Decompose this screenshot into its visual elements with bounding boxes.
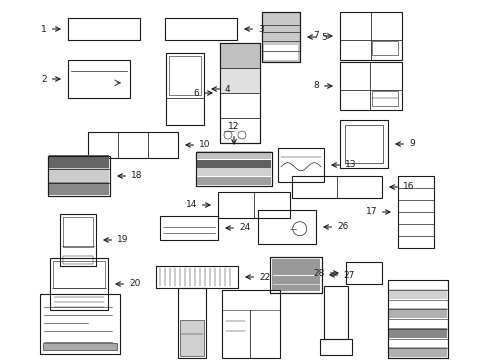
Text: 24: 24 [225, 224, 250, 233]
Text: 5: 5 [307, 32, 326, 41]
Bar [60, 214, 96, 266]
Bar [397, 176, 433, 248]
Text: 23: 23 [0, 359, 1, 360]
Bar [48, 156, 110, 196]
Bar [49, 182, 109, 195]
Bar [220, 43, 260, 143]
Text: 27: 27 [329, 270, 354, 279]
Bar [218, 192, 289, 218]
Bar [339, 120, 387, 168]
Text: 22: 22 [245, 273, 270, 282]
Bar [371, 91, 397, 106]
Bar [346, 262, 381, 284]
Text: 19: 19 [104, 235, 128, 244]
Bar [178, 288, 205, 358]
Text: 20: 20 [116, 279, 140, 288]
Bar [269, 257, 321, 293]
Bar [222, 290, 280, 358]
Bar [165, 53, 203, 125]
Bar [197, 152, 270, 159]
Text: 15: 15 [0, 359, 1, 360]
Bar [50, 258, 108, 310]
Bar [319, 339, 351, 355]
Text: 26: 26 [324, 222, 347, 231]
Text: 8: 8 [313, 81, 331, 90]
Bar [388, 328, 446, 338]
Bar [63, 217, 93, 247]
Text: 28: 28 [313, 269, 337, 278]
Text: 12: 12 [228, 122, 239, 144]
Bar [197, 168, 270, 176]
Bar [49, 168, 109, 182]
Bar [196, 152, 271, 186]
Bar [324, 286, 347, 339]
Bar [388, 308, 446, 318]
Bar [388, 318, 446, 328]
Bar [388, 338, 446, 347]
Bar [49, 155, 109, 168]
Bar [339, 62, 401, 110]
Text: 3: 3 [244, 24, 263, 33]
Text: 14: 14 [185, 201, 209, 210]
Bar [196, 152, 271, 186]
Text: 18: 18 [118, 171, 142, 180]
Bar [387, 280, 447, 358]
Bar [388, 289, 446, 298]
Bar [40, 294, 120, 354]
Bar [291, 176, 381, 198]
Bar [180, 320, 203, 356]
Bar [68, 60, 130, 98]
Bar [271, 259, 319, 291]
Bar [388, 347, 446, 357]
Bar [339, 12, 401, 60]
Text: 2: 2 [41, 75, 60, 84]
Bar [88, 132, 178, 158]
Bar [197, 177, 270, 185]
Text: 13: 13 [331, 161, 356, 170]
Text: 1: 1 [41, 24, 60, 33]
Bar [220, 43, 260, 68]
Text: 10: 10 [185, 140, 210, 149]
Bar [160, 216, 218, 240]
Bar [278, 148, 324, 182]
Bar [197, 160, 270, 168]
Text: 17: 17 [365, 207, 389, 216]
Text: 16: 16 [389, 183, 414, 192]
Bar [258, 210, 315, 244]
Bar [220, 43, 260, 143]
Text: 6: 6 [193, 89, 211, 98]
Text: 9: 9 [395, 139, 414, 148]
Text: 21: 21 [0, 359, 1, 360]
Text: 4: 4 [212, 85, 230, 94]
Bar [264, 45, 297, 60]
Bar [68, 18, 140, 40]
Bar [53, 261, 105, 288]
Bar [387, 280, 447, 358]
Text: 25: 25 [0, 359, 1, 360]
Bar [43, 343, 117, 350]
Bar [262, 12, 299, 62]
Bar [48, 156, 110, 196]
Bar [388, 298, 446, 308]
Bar [269, 257, 321, 293]
Bar [345, 125, 382, 163]
Bar [388, 279, 446, 289]
Bar [371, 41, 397, 55]
Bar [164, 18, 237, 40]
Bar [169, 56, 201, 95]
Bar [63, 256, 93, 264]
Bar [262, 12, 299, 62]
Bar [220, 68, 260, 93]
Bar [156, 266, 238, 288]
Text: 7: 7 [313, 31, 331, 40]
